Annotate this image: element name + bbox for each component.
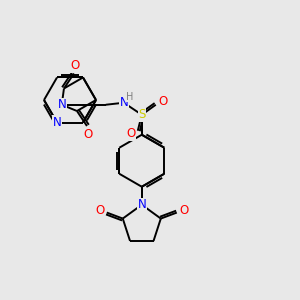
Text: H: H — [126, 92, 134, 102]
Text: O: O — [179, 204, 188, 217]
Text: N: N — [137, 198, 146, 211]
Text: N: N — [119, 96, 128, 109]
Text: O: O — [158, 95, 167, 108]
Text: O: O — [70, 59, 80, 72]
Text: O: O — [126, 127, 135, 140]
Text: N: N — [52, 116, 62, 129]
Text: O: O — [83, 128, 93, 140]
Text: O: O — [95, 204, 104, 217]
Text: N: N — [57, 98, 66, 111]
Text: S: S — [138, 108, 146, 121]
